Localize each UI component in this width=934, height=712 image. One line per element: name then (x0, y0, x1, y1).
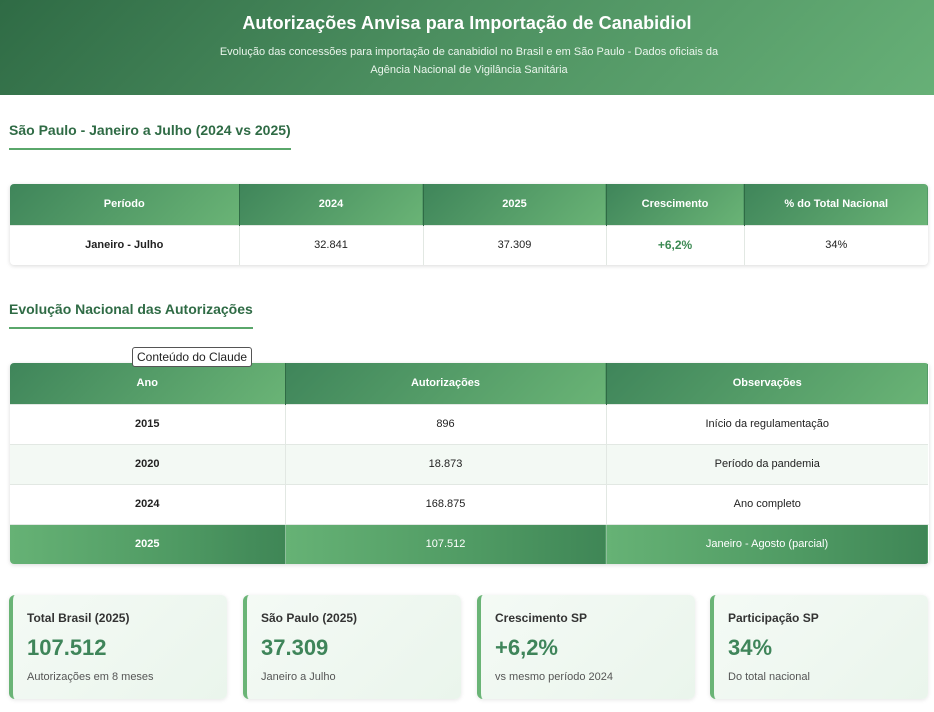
sp-section-title: São Paulo - Janeiro a Julho (2024 vs 202… (9, 122, 291, 150)
cell-ano: 2025 (10, 523, 286, 564)
page-header: Autorizações Anvisa para Importação de C… (0, 0, 934, 95)
tooltip: Conteúdo do Claude (132, 347, 253, 367)
cell-observacoes: Janeiro - Agosto (parcial) (606, 523, 929, 564)
cell-autorizacoes: 107.512 (285, 523, 607, 564)
cell-autorizacoes: 896 (285, 403, 607, 444)
stat-card-label: Total Brasil (2025) (27, 611, 130, 625)
stat-card-participacao-sp: Participação SP 34% Do total nacional (710, 595, 928, 699)
stat-card-value: 37.309 (261, 635, 329, 660)
stat-card-note: Janeiro a Julho (261, 671, 336, 683)
cell-crescimento: +6,2% (606, 224, 745, 265)
stat-card-value: 107.512 (27, 635, 107, 660)
table-row: 2024 168.875 Ano completo (10, 483, 928, 524)
national-evolution-table: Ano Autorizações Observações 2015 896 In… (10, 363, 929, 564)
cell-2024: 32.841 (239, 224, 424, 265)
column-header-2025: 2025 (423, 184, 607, 225)
page-title: Autorizações Anvisa para Importação de C… (242, 13, 692, 33)
cell-observacoes: Período da pandemia (606, 443, 928, 484)
table-row: Janeiro - Julho 32.841 37.309 +6,2% 34% (10, 224, 928, 265)
highlighted-table-row: 2025 107.512 Janeiro - Agosto (parcial) (10, 523, 929, 564)
cell-2025: 37.309 (423, 224, 607, 265)
growth-value: +6,2% (657, 238, 693, 253)
column-header-pct-nacional: % do Total Nacional (744, 184, 928, 225)
stat-card-sao-paulo: São Paulo (2025) 37.309 Janeiro a Julho (243, 595, 461, 699)
cell-pct-nacional: 34% (744, 224, 928, 265)
stat-card-label: São Paulo (2025) (261, 611, 358, 625)
stat-card-note: Do total nacional (728, 671, 810, 683)
stat-card-total-brasil: Total Brasil (2025) 107.512 Autorizações… (9, 595, 227, 699)
cell-autorizacoes: 18.873 (285, 443, 607, 484)
table-row: 2020 18.873 Período da pandemia (10, 443, 928, 484)
column-header-observacoes: Observações (606, 363, 928, 404)
column-header-ano: Ano (10, 363, 286, 404)
stat-card-note: vs mesmo período 2024 (495, 671, 614, 683)
stat-card-value: 34% (728, 635, 773, 660)
stat-card-crescimento-sp: Crescimento SP +6,2% vs mesmo período 20… (477, 595, 695, 699)
cell-ano: 2024 (10, 483, 286, 524)
cell-autorizacoes: 168.875 (285, 483, 607, 524)
column-header-2024: 2024 (239, 184, 424, 225)
page-subtitle: Evolução das concessões para importação … (219, 46, 719, 76)
table-row: 2015 896 Início da regulamentação (10, 403, 928, 444)
column-header-crescimento: Crescimento (606, 184, 745, 225)
sp-comparison-table: Período 2024 2025 Crescimento % do Total… (10, 184, 928, 265)
table-header-row: Período 2024 2025 Crescimento % do Total… (10, 184, 928, 225)
stat-card-label: Crescimento SP (495, 611, 588, 625)
national-section-title: Evolução Nacional das Autorizações (9, 301, 253, 329)
column-header-periodo: Período (10, 184, 240, 225)
cell-observacoes: Início da regulamentação (606, 403, 928, 444)
stat-card-note: Autorizações em 8 meses (27, 671, 154, 683)
cell-ano: 2015 (10, 403, 286, 444)
table-header-row: Ano Autorizações Observações (10, 363, 928, 404)
cell-observacoes: Ano completo (606, 483, 928, 524)
stat-card-label: Participação SP (728, 611, 819, 625)
column-header-autorizacoes: Autorizações (285, 363, 607, 404)
stat-card-value: +6,2% (495, 635, 558, 660)
cell-ano: 2020 (10, 443, 286, 484)
cell-periodo: Janeiro - Julho (10, 224, 240, 265)
